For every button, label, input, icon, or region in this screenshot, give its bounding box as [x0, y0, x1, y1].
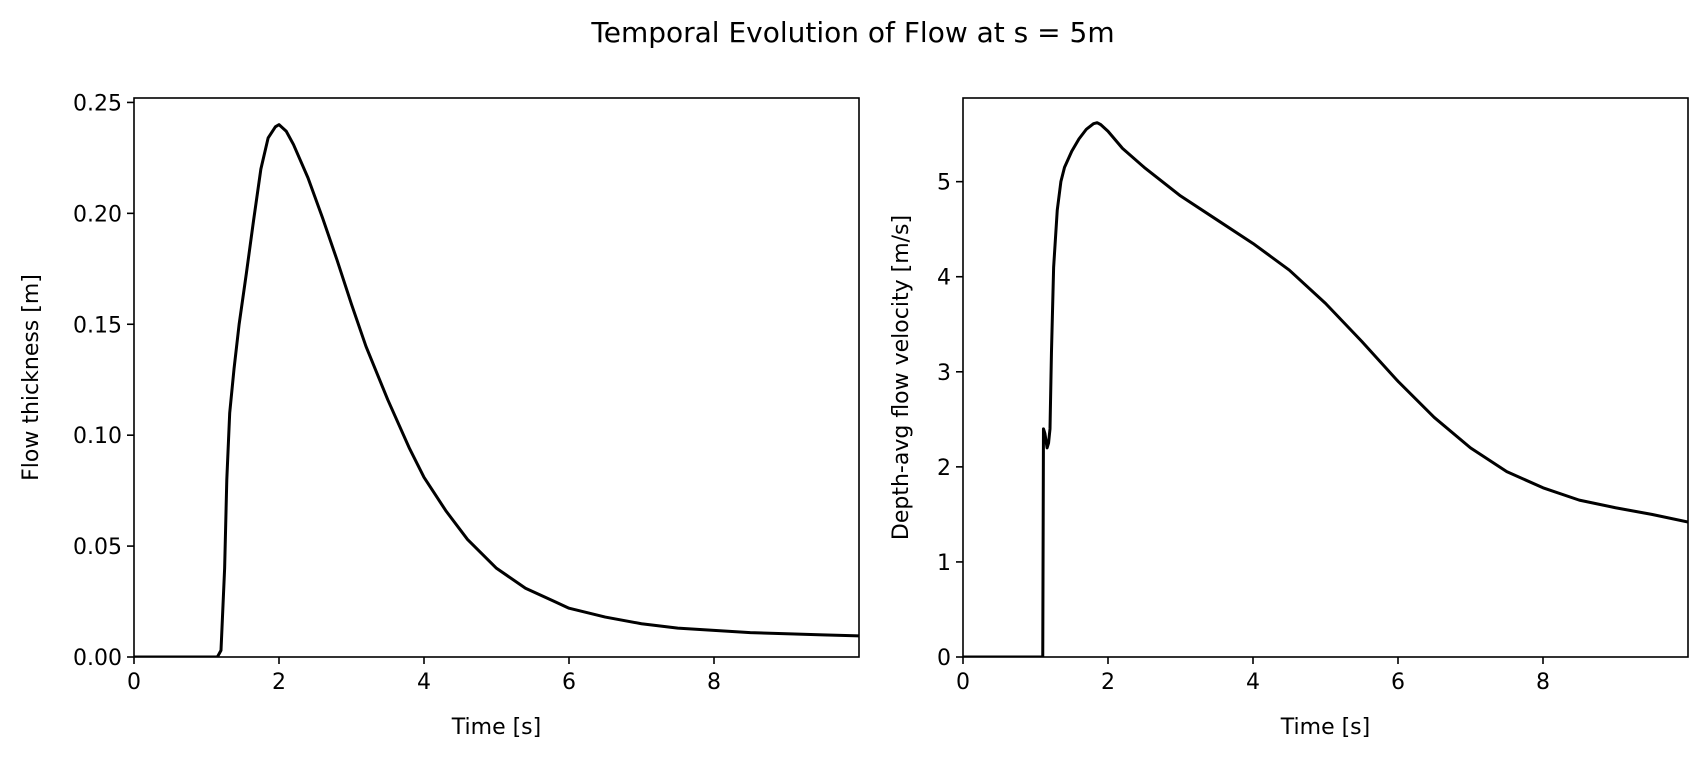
thickness-y-tick-label: 0.00 — [73, 646, 122, 671]
velocity-x-tick-label: 6 — [1391, 670, 1405, 695]
thickness-x-tick-label: 4 — [417, 670, 431, 695]
thickness-y-tick-label: 0.05 — [73, 535, 122, 560]
thickness-x-tick-label: 6 — [562, 670, 576, 695]
velocity-y-axis-label: Depth-avg flow velocity [m/s] — [889, 215, 914, 540]
thickness-y-tick-label: 0.25 — [73, 91, 122, 116]
velocity-x-tick-label: 4 — [1246, 670, 1260, 695]
velocity-y-tick-label: 3 — [937, 361, 951, 386]
thickness-axes-frame — [133, 97, 860, 658]
thickness-y-tick-label: 0.20 — [73, 202, 122, 227]
thickness-x-tick-label: 8 — [707, 670, 721, 695]
velocity-x-tick-label: 8 — [1536, 670, 1550, 695]
thickness-y-axis-label: Flow thickness [m] — [19, 274, 44, 481]
thickness-y-tick-label: 0.10 — [73, 424, 122, 449]
thickness-x-axis-label: Time [s] — [451, 715, 541, 740]
thickness-y-tick-label: 0.15 — [73, 313, 122, 338]
velocity-y-tick-label: 4 — [937, 266, 951, 291]
figure-title: Temporal Evolution of Flow at s = 5m — [590, 16, 1114, 49]
thickness-series-line — [134, 123, 859, 657]
velocity-y-tick-label: 0 — [937, 646, 951, 671]
thickness-chart: 0 2 4 6 8 0.00 0.05 0.10 0.15 0.20 0.25 Time [s] Flo… — [19, 91, 860, 740]
velocity-x-tick-label: 0 — [956, 670, 970, 695]
velocity-y-tick-label: 1 — [937, 551, 951, 576]
thickness-x-tick-label: 2 — [272, 670, 286, 695]
velocity-y-tick-label: 2 — [937, 456, 951, 481]
velocity-series-line — [963, 121, 1688, 657]
velocity-x-tick-label: 2 — [1101, 670, 1115, 695]
velocity-x-axis-label: Time [s] — [1280, 715, 1370, 740]
velocity-y-tick-label: 5 — [937, 171, 951, 196]
thickness-x-tick-label: 0 — [127, 670, 141, 695]
velocity-chart: 0 2 4 6 8 0 1 2 3 4 5 Time [s] Depth-avg flow veloci… — [889, 97, 1689, 740]
velocity-axes-frame — [962, 97, 1689, 658]
